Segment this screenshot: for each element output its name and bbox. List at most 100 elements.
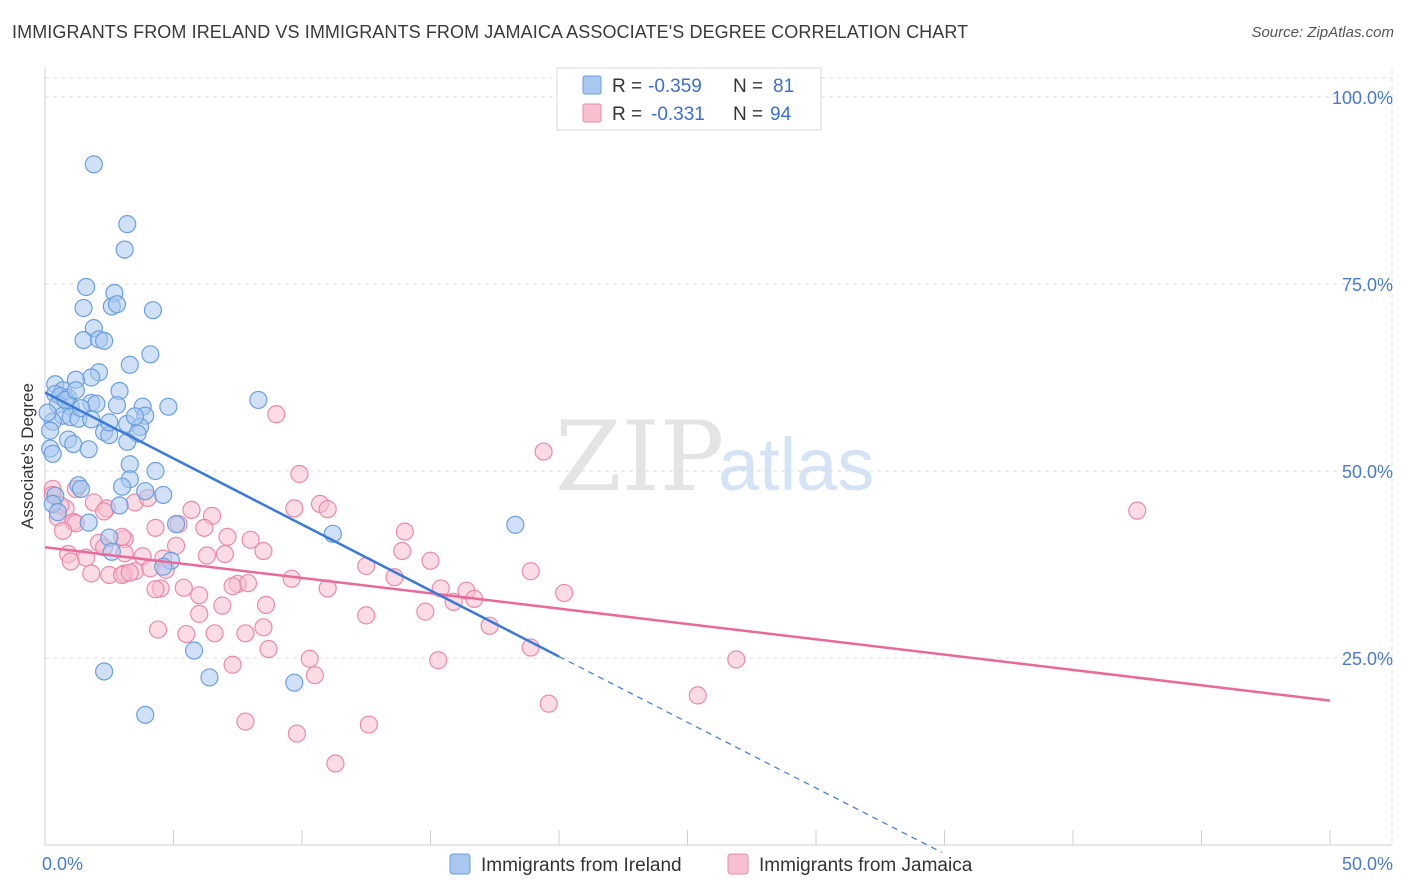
- jamaica-point: [146, 580, 165, 599]
- ireland-point: [79, 513, 98, 532]
- jamaica-point: [359, 715, 378, 734]
- legend-jamaica-label: Immigrants from Jamaica: [759, 855, 973, 876]
- jamaica-point: [195, 518, 214, 537]
- jamaica-point: [1128, 501, 1147, 520]
- ireland-point: [136, 482, 155, 501]
- jamaica-point: [429, 651, 448, 670]
- watermark-atlas: atlas: [718, 423, 874, 506]
- jamaica-point: [223, 655, 242, 674]
- jamaica-point: [357, 606, 376, 625]
- trend-lines: [44, 391, 1331, 854]
- ireland-point: [159, 397, 178, 416]
- jamaica-points: [43, 405, 1147, 773]
- jamaica-point: [146, 518, 165, 537]
- ireland-point: [82, 368, 101, 387]
- source-credit: Source: ZipAtlas.com: [1251, 24, 1394, 41]
- ireland-point: [74, 331, 93, 350]
- ireland-point: [141, 345, 160, 364]
- watermark: ZIP atlas: [555, 401, 874, 513]
- ireland-point: [118, 215, 137, 234]
- y-tick-labels: 25.0% 50.0% 75.0% 100.0%: [1332, 88, 1393, 669]
- ireland-point: [112, 477, 132, 496]
- ireland-point: [115, 240, 134, 259]
- ireland-point: [102, 542, 121, 561]
- jamaica-point: [534, 442, 553, 461]
- legend-ireland-label: Immigrants from Ireland: [481, 855, 682, 876]
- jamaica-point: [282, 569, 301, 588]
- jamaica-point: [256, 595, 276, 614]
- ireland-trend-line: [44, 391, 560, 658]
- ireland-point: [87, 394, 106, 413]
- ireland-point: [43, 444, 62, 463]
- ireland-point: [136, 705, 155, 724]
- jamaica-point: [215, 544, 234, 564]
- ireland-points: [38, 155, 525, 724]
- jamaica-point: [213, 596, 232, 615]
- ireland-point: [84, 155, 103, 174]
- jamaica-point: [521, 562, 540, 581]
- ireland-r-label: R =: [612, 76, 642, 97]
- chart-title: IMMIGRANTS FROM IRELAND VS IMMIGRANTS FR…: [12, 22, 969, 42]
- jamaica-point: [120, 563, 139, 582]
- ireland-trend-extension: [558, 655, 943, 854]
- jamaica-point: [241, 530, 260, 549]
- jamaica-r-label: R =: [612, 104, 642, 125]
- x-tick-labels: 0.0% 50.0%: [42, 854, 1393, 874]
- jamaica-point: [421, 551, 440, 570]
- ireland-point: [95, 331, 114, 350]
- jamaica-point: [95, 502, 114, 521]
- ireland-point: [107, 396, 127, 415]
- ireland-point: [107, 295, 127, 314]
- ireland-point: [125, 407, 145, 426]
- jamaica-point: [285, 499, 304, 518]
- jamaica-point: [236, 712, 255, 731]
- ireland-r-value: -0.359: [648, 76, 702, 97]
- legend-ireland-swatch: [449, 853, 471, 875]
- jamaica-point: [287, 724, 306, 743]
- ireland-point: [95, 662, 114, 681]
- jamaica-point: [326, 754, 345, 773]
- y-tick-label: 75.0%: [1342, 275, 1393, 295]
- jamaica-point: [190, 604, 209, 623]
- jamaica-point: [395, 522, 414, 541]
- jamaica-point: [416, 602, 435, 621]
- jamaica-point: [727, 650, 746, 669]
- jamaica-point: [223, 577, 242, 596]
- jamaica-point: [174, 578, 193, 597]
- y-axis-label: Associate's Degree: [18, 383, 37, 529]
- ireland-point: [71, 479, 91, 499]
- ireland-point: [154, 485, 173, 505]
- ireland-point: [120, 355, 139, 374]
- jamaica-point: [148, 620, 168, 639]
- jamaica-point: [267, 405, 286, 424]
- x-tick-label-min: 0.0%: [42, 854, 83, 874]
- jamaica-r-value: -0.331: [651, 104, 705, 125]
- jamaica-point: [61, 552, 80, 571]
- jamaica-trend-line: [44, 546, 1331, 702]
- jamaica-n-value: 94: [770, 104, 792, 125]
- ireland-point: [66, 381, 85, 400]
- ireland-point: [38, 403, 57, 422]
- jamaica-point: [205, 624, 224, 643]
- jamaica-point: [82, 564, 101, 583]
- jamaica-n-label: N =: [733, 104, 763, 125]
- jamaica-point: [53, 521, 73, 540]
- jamaica-point: [238, 574, 258, 593]
- gridlines: [45, 70, 1393, 845]
- x-tick-label-max: 50.0%: [1342, 854, 1393, 874]
- ireland-point: [41, 421, 60, 440]
- watermark-zip: ZIP: [555, 401, 724, 513]
- jamaica-point: [688, 686, 707, 705]
- jamaica-point: [254, 618, 273, 637]
- jamaica-point: [290, 464, 309, 484]
- jamaica-point: [236, 624, 255, 643]
- jamaica-point: [182, 500, 201, 519]
- jamaica-point: [318, 500, 337, 519]
- ireland-point: [110, 496, 129, 515]
- jamaica-point: [254, 541, 273, 561]
- stats-legend: R = -0.359 N = 81 R = -0.331 N = 94: [556, 67, 822, 131]
- ireland-point: [64, 434, 83, 454]
- y-tick-label: 25.0%: [1342, 649, 1393, 669]
- ireland-point: [200, 668, 219, 687]
